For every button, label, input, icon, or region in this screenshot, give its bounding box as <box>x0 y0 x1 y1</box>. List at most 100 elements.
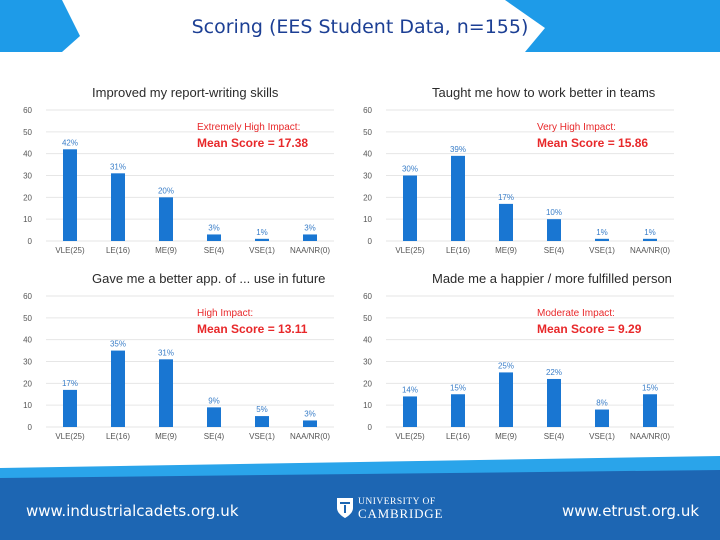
mean-score: Mean Score = 17.38 <box>197 136 308 150</box>
x-tick-label: VSE(1) <box>249 246 275 255</box>
top-left-banner <box>0 0 80 52</box>
bar <box>547 378 561 427</box>
chart-title: Taught me how to work better in teams <box>432 85 656 100</box>
x-tick-label: NAA/NR(0) <box>290 432 330 441</box>
x-tick-label: LE(16) <box>106 432 130 441</box>
chart-panel-4: Made me a happier / more fulfilled perso… <box>362 266 682 442</box>
x-tick-label: NAA/NR(0) <box>290 246 330 255</box>
y-tick-label: 10 <box>363 215 372 224</box>
impact-label: High Impact: <box>197 308 253 319</box>
y-tick-label: 50 <box>363 314 372 323</box>
bar-value-label: 31% <box>110 162 126 171</box>
x-tick-label: ME(9) <box>155 246 177 255</box>
y-tick-label: 10 <box>363 401 372 410</box>
x-tick-label: VLE(25) <box>395 432 425 441</box>
y-tick-label: 40 <box>23 336 32 345</box>
y-tick-label: 30 <box>363 172 372 181</box>
x-tick-label: ME(9) <box>155 432 177 441</box>
bar <box>63 149 77 241</box>
bar <box>303 234 317 241</box>
slide-title: Scoring (EES Student Data, n=155) <box>191 16 529 38</box>
bar-value-label: 35% <box>110 340 126 349</box>
bar-value-label: 20% <box>158 186 174 195</box>
chart-svg: Gave me a better app. of ... use in futu… <box>23 271 334 441</box>
bar <box>595 409 609 427</box>
bar <box>207 234 221 241</box>
bar <box>499 372 513 427</box>
y-tick-label: 0 <box>368 237 373 246</box>
bar <box>111 350 125 427</box>
bar <box>643 238 657 241</box>
y-tick-label: 30 <box>23 358 32 367</box>
bar-value-label: 3% <box>304 409 316 418</box>
bar-value-label: 15% <box>450 383 466 392</box>
chart-panel-1: Improved my report-writing skills 0 10 20 30… <box>22 80 342 256</box>
y-tick-label: 60 <box>363 106 372 115</box>
chart-panel-2: Taught me how to work better in teams 0 10… <box>362 80 682 256</box>
bar <box>595 238 609 241</box>
chart-title: Made me a happier / more fulfilled perso… <box>432 271 672 286</box>
y-tick-label: 20 <box>23 193 32 202</box>
impact-label: Extremely High Impact: <box>197 122 300 133</box>
bar-value-label: 1% <box>256 228 268 237</box>
bar <box>207 407 221 427</box>
bar-value-label: 31% <box>158 348 174 357</box>
bar-value-label: 17% <box>62 379 78 388</box>
bar <box>111 173 125 241</box>
bar <box>159 197 173 241</box>
bar-value-label: 5% <box>256 405 268 414</box>
x-tick-label: LE(16) <box>106 246 130 255</box>
x-tick-label: NAA/NR(0) <box>630 432 670 441</box>
chart-title: Gave me a better app. of ... use in futu… <box>92 271 325 286</box>
bar-value-label: 8% <box>596 399 608 408</box>
impact-label: Moderate Impact: <box>537 308 615 319</box>
bar-value-label: 1% <box>644 228 656 237</box>
x-tick-label: ME(9) <box>495 432 517 441</box>
impact-label: Very High Impact: <box>537 122 616 133</box>
x-tick-label: VSE(1) <box>249 432 275 441</box>
chart-title: Improved my report-writing skills <box>92 85 279 100</box>
y-tick-label: 40 <box>23 150 32 159</box>
bar-value-label: 39% <box>450 145 466 154</box>
bar-value-label: 25% <box>498 361 514 370</box>
bar <box>643 394 657 427</box>
chart-svg: Improved my report-writing skills 0 10 20 30… <box>23 85 334 255</box>
y-tick-label: 30 <box>363 358 372 367</box>
y-tick-label: 60 <box>23 106 32 115</box>
y-tick-label: 40 <box>363 150 372 159</box>
bar <box>403 396 417 427</box>
bar-value-label: 1% <box>596 228 608 237</box>
y-tick-label: 60 <box>23 292 32 301</box>
bar <box>255 238 269 241</box>
mean-score: Mean Score = 15.86 <box>537 136 648 150</box>
bar-value-label: 10% <box>546 208 562 217</box>
bar <box>403 175 417 241</box>
top-right-banner <box>505 0 720 52</box>
chart-svg: Made me a happier / more fulfilled perso… <box>363 271 674 441</box>
bar <box>303 420 317 427</box>
y-tick-label: 0 <box>368 423 373 432</box>
bar <box>547 219 561 241</box>
y-tick-label: 20 <box>23 379 32 388</box>
bar-value-label: 30% <box>402 165 418 174</box>
y-tick-label: 20 <box>363 379 372 388</box>
chart-svg: Taught me how to work better in teams 0 10… <box>363 85 674 255</box>
y-tick-label: 10 <box>23 401 32 410</box>
y-tick-label: 60 <box>363 292 372 301</box>
y-tick-label: 10 <box>23 215 32 224</box>
x-tick-label: ME(9) <box>495 246 517 255</box>
bar-value-label: 3% <box>208 223 220 232</box>
bar-value-label: 15% <box>642 383 658 392</box>
x-tick-label: SE(4) <box>544 432 565 441</box>
bar <box>255 416 269 427</box>
x-tick-label: SE(4) <box>544 246 565 255</box>
x-tick-label: LE(16) <box>446 432 470 441</box>
y-tick-label: 40 <box>363 336 372 345</box>
y-tick-label: 20 <box>363 193 372 202</box>
y-tick-label: 50 <box>363 128 372 137</box>
x-tick-label: VSE(1) <box>589 246 615 255</box>
y-tick-label: 0 <box>28 237 33 246</box>
bar-value-label: 17% <box>498 193 514 202</box>
bar-value-label: 42% <box>62 138 78 147</box>
